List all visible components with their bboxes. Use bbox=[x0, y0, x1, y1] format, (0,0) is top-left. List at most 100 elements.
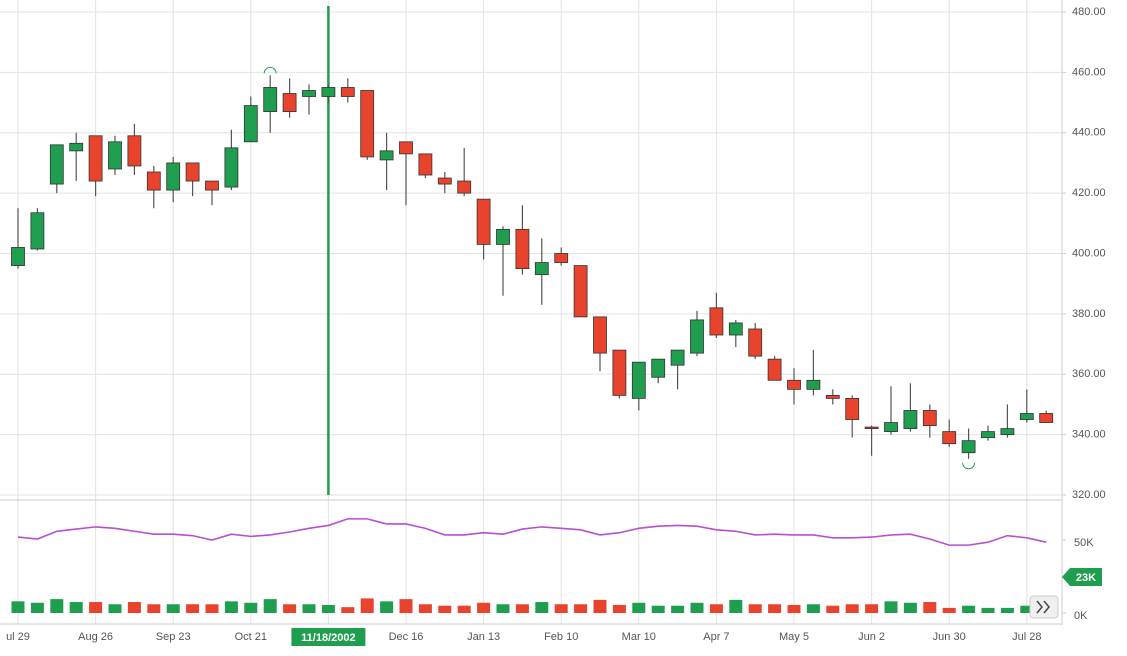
scroll-button-bg[interactable] bbox=[1029, 595, 1059, 619]
y2-tick-label: 50K bbox=[1074, 537, 1094, 549]
volume-bar bbox=[263, 599, 277, 613]
volume-bar bbox=[477, 602, 491, 613]
candle-body bbox=[146, 171, 161, 191]
x-tick-label: Mar 10 bbox=[622, 631, 656, 643]
x-tick-label: Jun 30 bbox=[933, 631, 966, 643]
candle-body bbox=[418, 153, 433, 176]
high-marker bbox=[263, 66, 277, 74]
candle-body bbox=[1039, 413, 1054, 423]
candle-body bbox=[69, 142, 84, 152]
candle-body bbox=[205, 180, 219, 191]
volume-bar bbox=[380, 601, 394, 613]
volume-bar bbox=[302, 604, 316, 613]
volume-bar bbox=[127, 602, 141, 613]
candle-body bbox=[166, 162, 181, 191]
volume-bar bbox=[244, 602, 258, 613]
candle-body bbox=[399, 141, 413, 155]
y-tick-label: 400.00 bbox=[1072, 247, 1106, 259]
candle-body bbox=[185, 162, 200, 182]
candle-body bbox=[1019, 413, 1034, 420]
x-tick-label: Dec 16 bbox=[389, 631, 424, 643]
volume-bar bbox=[903, 602, 917, 613]
candle-body bbox=[670, 349, 685, 366]
volume-bar bbox=[593, 599, 607, 613]
volume-bar bbox=[341, 607, 355, 613]
volume-bar bbox=[981, 607, 995, 613]
volume-bar bbox=[50, 599, 64, 613]
candle-body bbox=[321, 87, 336, 97]
volume-bar bbox=[671, 605, 685, 613]
volume-bar bbox=[418, 604, 432, 613]
y-tick-label: 460.00 bbox=[1072, 66, 1106, 78]
volume-bar bbox=[166, 604, 180, 613]
volume-bar bbox=[962, 605, 976, 613]
volume-bar bbox=[865, 604, 879, 613]
volume-bar bbox=[574, 604, 588, 613]
candle-body bbox=[30, 212, 45, 250]
y-tick-label: 480.00 bbox=[1072, 6, 1106, 18]
volume-bar bbox=[69, 602, 83, 613]
x-tick-label: May 5 bbox=[779, 631, 809, 643]
y-tick-label: 440.00 bbox=[1072, 127, 1106, 139]
volume-bar bbox=[89, 602, 103, 613]
candle-body bbox=[243, 105, 258, 143]
y-tick-label: 420.00 bbox=[1072, 187, 1106, 199]
volume-bar bbox=[1020, 605, 1034, 613]
candle-body bbox=[593, 316, 607, 354]
volume-bar bbox=[457, 605, 471, 613]
x-tick-label: Oct 21 bbox=[235, 631, 267, 643]
candle-body bbox=[476, 198, 491, 245]
volume-bar bbox=[612, 604, 626, 613]
y-tick-label: 360.00 bbox=[1072, 368, 1106, 380]
candle-body bbox=[1000, 428, 1015, 436]
candle-body bbox=[612, 349, 627, 396]
candle-body bbox=[709, 307, 724, 336]
candle-body bbox=[49, 144, 64, 185]
candle-body bbox=[573, 265, 588, 318]
scroll-button[interactable] bbox=[1029, 595, 1059, 619]
candle-body bbox=[961, 440, 976, 454]
volume-badge: 23K bbox=[1076, 572, 1096, 584]
candle-body bbox=[748, 328, 763, 357]
candle-body bbox=[806, 379, 821, 390]
candle-body bbox=[845, 397, 860, 420]
volume-bar bbox=[1000, 607, 1014, 613]
x-tick-label: Jul 28 bbox=[1012, 631, 1041, 643]
volume-badge-bg bbox=[1062, 568, 1102, 586]
candles bbox=[11, 6, 1054, 495]
volume-bar bbox=[923, 602, 937, 613]
volume-bar bbox=[845, 604, 859, 613]
x-tick-label: Aug 26 bbox=[78, 631, 113, 643]
candle-body bbox=[496, 228, 510, 245]
x-tick-label: Jun 2 bbox=[858, 631, 885, 643]
volume-bar bbox=[360, 598, 374, 613]
x-tick-label: Feb 10 bbox=[544, 631, 578, 643]
candle-body bbox=[651, 358, 666, 378]
candle-body bbox=[88, 135, 103, 182]
y2-tick-label: 0K bbox=[1074, 610, 1088, 622]
candle-body bbox=[690, 319, 704, 354]
axes: 320.00 340.00 360.00 380.00 400.00 420.00 440.… bbox=[6, 6, 1106, 646]
candle-body bbox=[127, 135, 142, 167]
scroll-icon[interactable] bbox=[1036, 600, 1050, 614]
volume-bar bbox=[321, 604, 335, 613]
candle-body bbox=[728, 322, 743, 336]
crosshair-label: 11/18/2002 bbox=[301, 632, 355, 644]
volume-bar bbox=[632, 602, 646, 613]
candle-body bbox=[903, 410, 918, 429]
candle-body bbox=[534, 262, 549, 276]
volume-bar bbox=[496, 604, 510, 613]
volume-bar bbox=[399, 599, 413, 613]
candle-body bbox=[379, 150, 394, 161]
volume-bar bbox=[515, 604, 529, 613]
candle-body bbox=[554, 253, 569, 263]
candle-body bbox=[515, 228, 530, 269]
volume-bar bbox=[186, 604, 200, 613]
volume-bar bbox=[283, 604, 297, 613]
x-tick-label: Apr 7 bbox=[703, 631, 729, 643]
candle-body bbox=[11, 247, 25, 266]
volume-bar bbox=[11, 601, 25, 613]
volume-bar bbox=[147, 604, 161, 613]
